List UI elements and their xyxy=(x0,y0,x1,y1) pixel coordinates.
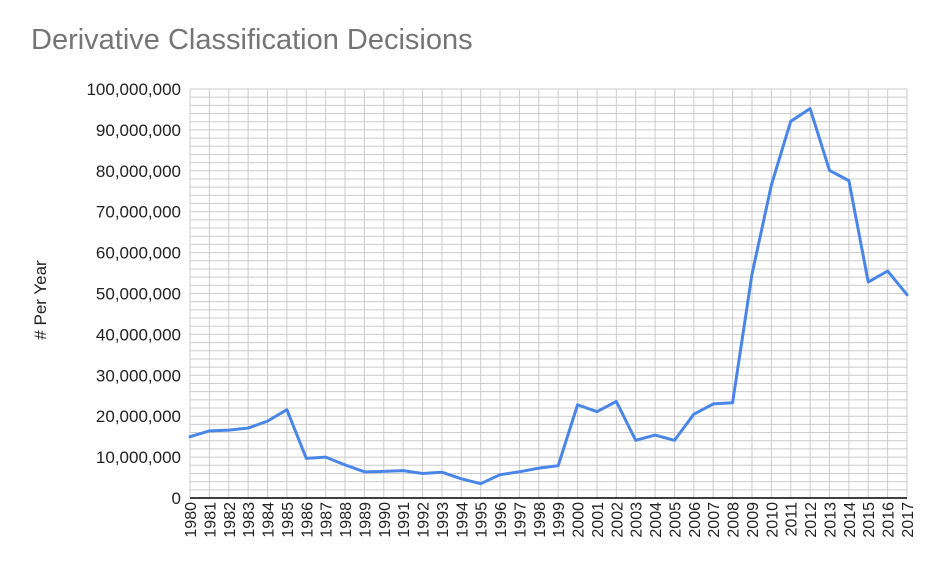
y-tick-label: 40,000,000 xyxy=(96,325,181,344)
x-tick-label: 1998 xyxy=(532,502,549,538)
x-tick-label: 1986 xyxy=(299,502,316,538)
x-tick-label: 2009 xyxy=(745,502,762,538)
x-tick-label: 1987 xyxy=(319,502,336,538)
x-tick-label: 1982 xyxy=(222,502,239,538)
x-tick-label: 1981 xyxy=(202,502,219,538)
x-tick-label: 1995 xyxy=(474,502,491,538)
y-tick-label: 30,000,000 xyxy=(96,366,181,385)
x-tick-label: 2002 xyxy=(609,502,626,538)
x-tick-label: 2004 xyxy=(648,502,665,538)
x-tick-label: 1984 xyxy=(261,502,278,538)
x-tick-label: 2016 xyxy=(881,502,898,538)
y-tick-label: 50,000,000 xyxy=(96,285,181,304)
x-tick-label: 2001 xyxy=(590,502,607,538)
x-tick-label: 2014 xyxy=(842,502,859,538)
series-line xyxy=(188,107,909,486)
x-tick-label: 2000 xyxy=(571,502,588,538)
y-tick-label: 70,000,000 xyxy=(96,203,181,222)
x-tick-label: 2011 xyxy=(784,502,801,537)
x-tick-label: 1985 xyxy=(280,502,297,538)
x-tick-label: 2007 xyxy=(706,502,723,538)
x-tick-label: 2013 xyxy=(822,502,839,538)
x-tick-label: 2003 xyxy=(629,502,646,538)
y-tick-label: 0 xyxy=(172,489,181,508)
x-tick-label: 2010 xyxy=(764,502,781,538)
x-tick-label: 2015 xyxy=(861,502,878,538)
x-tick-label: 1999 xyxy=(551,502,568,538)
y-axis-tick-labels: 0 10,000,000 20,000,000 30,000,000 40,000,00… xyxy=(86,80,181,508)
x-tick-label: 2005 xyxy=(667,502,684,538)
x-tick-label: 2008 xyxy=(726,502,743,538)
horizontal-gridlines xyxy=(190,88,907,499)
x-tick-label: 1993 xyxy=(435,502,452,538)
y-tick-label: 20,000,000 xyxy=(96,407,181,426)
x-tick-label: 2017 xyxy=(900,502,917,538)
x-tick-label: 2006 xyxy=(687,502,704,538)
x-tick-label: 1991 xyxy=(396,502,413,538)
y-tick-label: 80,000,000 xyxy=(96,162,181,181)
x-axis-tick-labels: 1980 1981 1982 1983 1984 1985 1986 1987 1988 1989… xyxy=(183,502,917,538)
chart-title: Derivative Classification Decisions xyxy=(31,24,473,56)
x-tick-label: 1996 xyxy=(493,502,510,538)
y-axis-label: # Per Year xyxy=(31,260,50,340)
y-tick-label: 10,000,000 xyxy=(96,448,181,467)
x-tick-label: 1997 xyxy=(512,502,529,538)
x-tick-label: 1994 xyxy=(454,502,471,538)
y-tick-label: 90,000,000 xyxy=(96,121,181,140)
y-tick-label: 100,000,000 xyxy=(86,80,181,99)
x-tick-label: 2012 xyxy=(803,502,820,538)
x-tick-label: 1983 xyxy=(241,502,258,538)
y-tick-label: 60,000,000 xyxy=(96,244,181,263)
x-tick-label: 1989 xyxy=(357,502,374,538)
x-tick-label: 1988 xyxy=(338,502,355,538)
x-tick-label: 1990 xyxy=(377,502,394,538)
x-tick-label: 1992 xyxy=(416,502,433,538)
x-tick-label: 1980 xyxy=(183,502,200,538)
